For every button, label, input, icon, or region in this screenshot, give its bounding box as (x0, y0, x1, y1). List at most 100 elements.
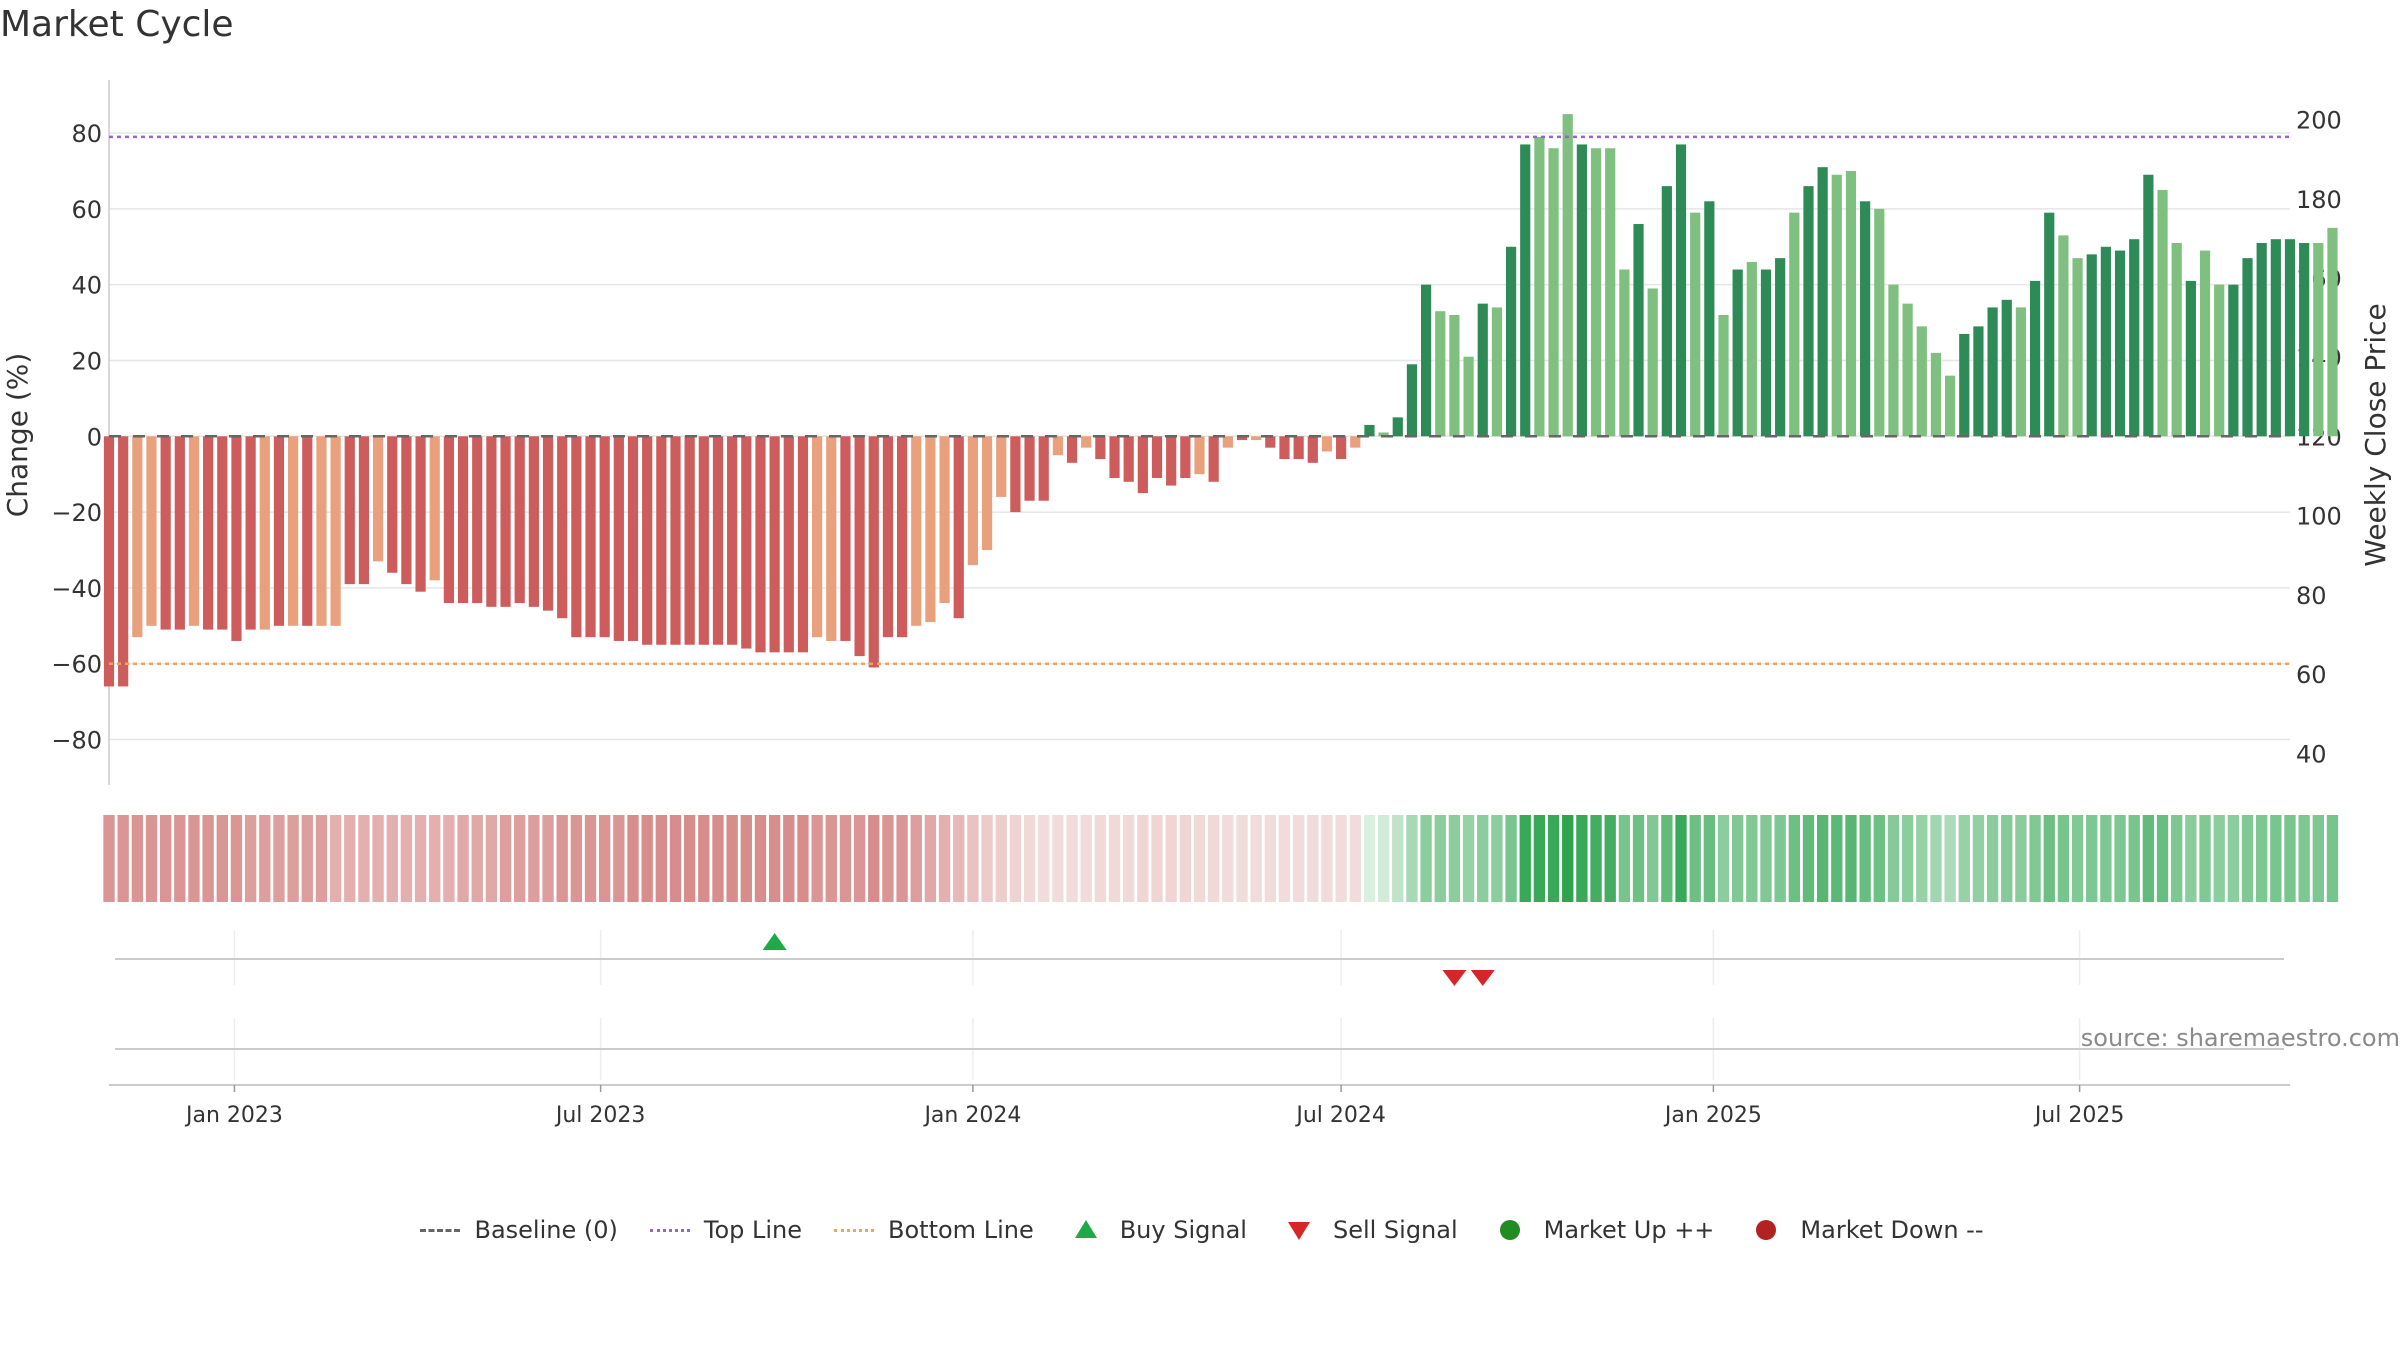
change-bar (1066, 436, 1078, 463)
regime-cell (882, 815, 894, 902)
change-bar (642, 436, 653, 645)
change-bar (387, 436, 398, 573)
regime-cell (372, 815, 384, 902)
legend-item-buy-signal[interactable]: Buy Signal (1062, 1216, 1247, 1244)
change-bar (1718, 315, 1729, 437)
change-bar (259, 436, 270, 630)
change-bar (174, 436, 185, 630)
y-tick-label: −20 (51, 499, 102, 527)
change-bar (2299, 242, 2310, 437)
regime-cell (414, 815, 427, 902)
regime-cell (159, 815, 172, 902)
legend-item-baseline[interactable]: Baseline (0) (416, 1216, 618, 1244)
regime-cell (514, 815, 526, 902)
regime-cell (1901, 815, 1914, 902)
x-tick-label: Jul 2025 (2033, 1103, 2125, 1128)
regime-cell (1632, 815, 1645, 902)
change-bar (1279, 436, 1290, 460)
regime-cell (1406, 815, 1418, 902)
green-circle-icon (1486, 1218, 1534, 1242)
change-bar (500, 436, 511, 607)
regime-cell (2298, 815, 2310, 902)
change-bar (967, 436, 979, 566)
change-bar (1321, 436, 1333, 452)
regime-cell (1604, 815, 1616, 902)
legend-item-sell-signal[interactable]: Sell Signal (1275, 1216, 1458, 1244)
change-bar (2114, 250, 2126, 437)
legend-item-market-down[interactable]: Market Down -- (1742, 1216, 1984, 1244)
x-tick-label: Jan 2024 (922, 1103, 1021, 1128)
regime-cell (1264, 815, 1276, 902)
regime-cell (1816, 815, 1829, 902)
change-bar (1081, 436, 1092, 448)
regime-cell (683, 815, 696, 902)
regime-cell (1661, 815, 1673, 902)
change-bar (2143, 174, 2154, 437)
regime-cell (1746, 815, 1758, 902)
change-bar (1619, 269, 1630, 437)
change-bar (1095, 436, 1106, 460)
x-tick-label: Jan 2023 (184, 1103, 283, 1128)
triangle-down-icon (1275, 1218, 1323, 1242)
change-bar (1435, 311, 1446, 437)
regime-cell (1533, 815, 1546, 902)
legend-item-bottom-line[interactable]: Bottom Line (830, 1216, 1034, 1244)
regime-cell (627, 815, 639, 902)
change-bar (1675, 144, 1687, 437)
regime-cell (542, 815, 554, 902)
regime-cell (1179, 815, 1192, 902)
regime-cell (2001, 815, 2013, 902)
change-bar (1052, 436, 1063, 456)
regime-cell (853, 815, 866, 902)
change-bar (826, 436, 837, 641)
regime-cell (981, 815, 993, 902)
dotted-purple-line-icon (646, 1218, 694, 1242)
change-bar (1477, 303, 1488, 437)
regime-cell (174, 815, 186, 902)
change-bar (571, 436, 582, 638)
regime-cell (1647, 815, 1659, 902)
y2-tick-label: 60 (2296, 661, 2327, 689)
regime-cell (1845, 815, 1857, 902)
change-bar (812, 436, 823, 638)
change-bar (1888, 284, 1899, 437)
regime-cell (1986, 815, 1999, 902)
regime-cell (1321, 815, 1333, 902)
regime-cell (131, 815, 143, 902)
regime-cell (188, 815, 200, 902)
regime-cell (2128, 815, 2140, 902)
regime-cell (783, 815, 795, 902)
legend-item-top-line[interactable]: Top Line (646, 1216, 802, 1244)
regime-cell (301, 815, 313, 902)
change-bar (245, 436, 256, 630)
change-bar (1420, 284, 1432, 437)
change-bar (727, 436, 738, 645)
change-bar (542, 436, 554, 611)
regime-cell (1491, 815, 1503, 902)
regime-cell (1292, 815, 1305, 902)
regime-cell (599, 815, 611, 902)
regime-cell (953, 815, 965, 902)
dash-line-icon (416, 1218, 464, 1242)
y-tick-label: −80 (51, 727, 102, 755)
regime-cell (1137, 815, 1149, 902)
change-bar (656, 436, 667, 645)
change-bar (585, 436, 596, 638)
change-bar (769, 436, 780, 653)
regime-cell (1788, 815, 1800, 902)
regime-cell (1165, 815, 1177, 902)
y2-axis-label: Weekly Close Price (2359, 303, 2392, 566)
regime-cell (1519, 815, 1531, 902)
regime-cell (315, 815, 328, 902)
change-bar (2015, 307, 2027, 437)
regime-cell (1774, 815, 1786, 902)
regime-cell (641, 815, 653, 902)
legend-item-market-up[interactable]: Market Up ++ (1486, 1216, 1714, 1244)
regime-cell (2142, 815, 2155, 902)
change-bar (132, 436, 143, 638)
legend-label: Market Down -- (1800, 1216, 1984, 1244)
change-bar (118, 436, 129, 687)
change-bar (1151, 436, 1163, 478)
change-bar (1251, 436, 1262, 441)
